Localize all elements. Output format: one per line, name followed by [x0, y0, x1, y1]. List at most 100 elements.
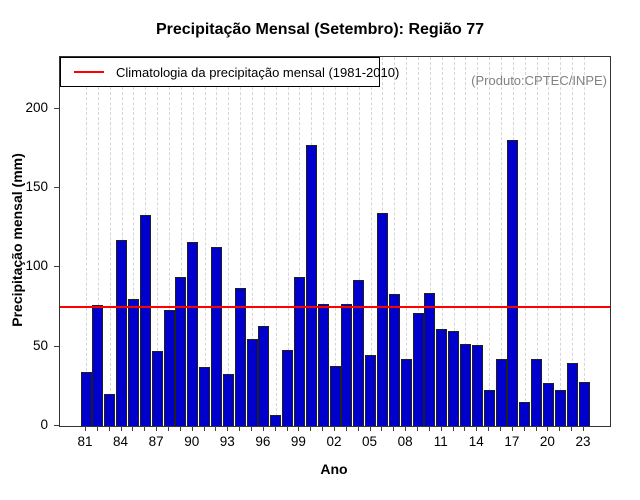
gridline — [465, 57, 467, 426]
x-tick — [310, 426, 312, 431]
x-tick — [179, 426, 181, 431]
gridline — [406, 57, 408, 426]
x-tick — [523, 426, 525, 431]
bar-92 — [210, 246, 222, 426]
bar-14 — [471, 345, 483, 426]
chart-title: Precipitação Mensal (Setembro): Região 7… — [155, 21, 485, 38]
x-axis-label: Ano — [320, 461, 348, 477]
gridline — [536, 57, 538, 426]
x-tick — [393, 426, 395, 431]
bar-94 — [234, 287, 246, 426]
y-tick-label: 150 — [25, 179, 48, 195]
x-tick-label: 23 — [575, 434, 591, 449]
bar-86 — [139, 215, 151, 426]
gridline — [157, 57, 159, 426]
x-tick — [511, 426, 513, 431]
bar-23 — [578, 381, 590, 426]
x-tick — [464, 426, 466, 431]
x-tick — [274, 426, 276, 431]
x-tick-label: 02 — [326, 434, 342, 449]
gridline — [323, 57, 325, 426]
x-tick — [108, 426, 110, 431]
y-tick-label: 0 — [40, 417, 48, 432]
bar-84 — [116, 240, 128, 426]
x-tick — [381, 426, 383, 431]
bar-22 — [566, 362, 578, 426]
x-tick — [191, 426, 193, 431]
bar-88 — [163, 310, 175, 426]
x-tick-label: 05 — [362, 434, 378, 449]
bar-85 — [127, 299, 139, 426]
bar-17 — [507, 140, 519, 426]
x-tick — [203, 426, 205, 431]
x-tick — [405, 426, 407, 431]
y-tick — [54, 425, 59, 426]
x-tick — [559, 426, 561, 431]
x-tick — [571, 426, 573, 431]
gridline — [548, 57, 550, 426]
bar-16 — [495, 359, 507, 426]
gridline — [228, 57, 230, 426]
x-tick — [535, 426, 537, 431]
gridline — [453, 57, 455, 426]
x-tick — [239, 426, 241, 431]
bar-08 — [400, 359, 412, 426]
bar-13 — [459, 343, 471, 426]
x-tick — [168, 426, 169, 431]
gridline — [192, 57, 194, 426]
climatology-line — [60, 306, 610, 309]
x-tick — [251, 426, 252, 431]
bar-02 — [329, 365, 341, 426]
x-tick-label: 93 — [219, 434, 235, 449]
bar-04 — [353, 280, 365, 426]
bar-90 — [187, 241, 199, 426]
x-tick — [322, 426, 324, 431]
gridline — [109, 57, 111, 426]
x-tick — [428, 426, 430, 431]
bar-19 — [531, 359, 543, 426]
gridline — [584, 57, 585, 426]
x-tick — [357, 426, 359, 431]
gridline — [489, 57, 491, 426]
x-tick — [132, 426, 134, 431]
bar-12 — [448, 330, 460, 426]
gridline — [346, 57, 348, 426]
gridline — [97, 57, 99, 426]
x-tick — [476, 426, 478, 431]
bar-97 — [270, 414, 282, 426]
gridline — [418, 57, 419, 426]
x-tick-label: 87 — [148, 434, 164, 449]
gridline — [358, 57, 360, 426]
x-tick-label: 99 — [290, 434, 306, 449]
bar-05 — [365, 354, 377, 426]
bar-93 — [222, 373, 234, 426]
gridline — [263, 57, 265, 426]
gridline — [299, 57, 301, 426]
gridline — [216, 57, 218, 426]
y-tick-label: 50 — [32, 337, 48, 353]
x-tick — [452, 426, 454, 431]
x-tick-label: 17 — [504, 434, 520, 449]
y-tick — [54, 187, 59, 189]
x-tick — [547, 426, 549, 431]
gridline — [287, 57, 289, 426]
bar-91 — [199, 367, 211, 426]
bar-01 — [317, 303, 329, 426]
legend-line-icon — [74, 71, 104, 73]
gridline — [560, 57, 562, 426]
x-tick — [85, 426, 86, 431]
gridline — [335, 57, 336, 426]
bar-07 — [388, 294, 400, 426]
x-tick-label: 96 — [255, 434, 271, 449]
x-tick — [156, 426, 158, 431]
gridline — [429, 57, 431, 426]
bar-83 — [104, 394, 116, 426]
gridline — [370, 57, 372, 426]
x-tick — [417, 426, 418, 431]
gridline — [572, 57, 574, 426]
bar-11 — [436, 329, 448, 426]
bar-98 — [282, 349, 294, 426]
x-tick-label: 11 — [433, 434, 448, 449]
bar-09 — [412, 313, 424, 426]
